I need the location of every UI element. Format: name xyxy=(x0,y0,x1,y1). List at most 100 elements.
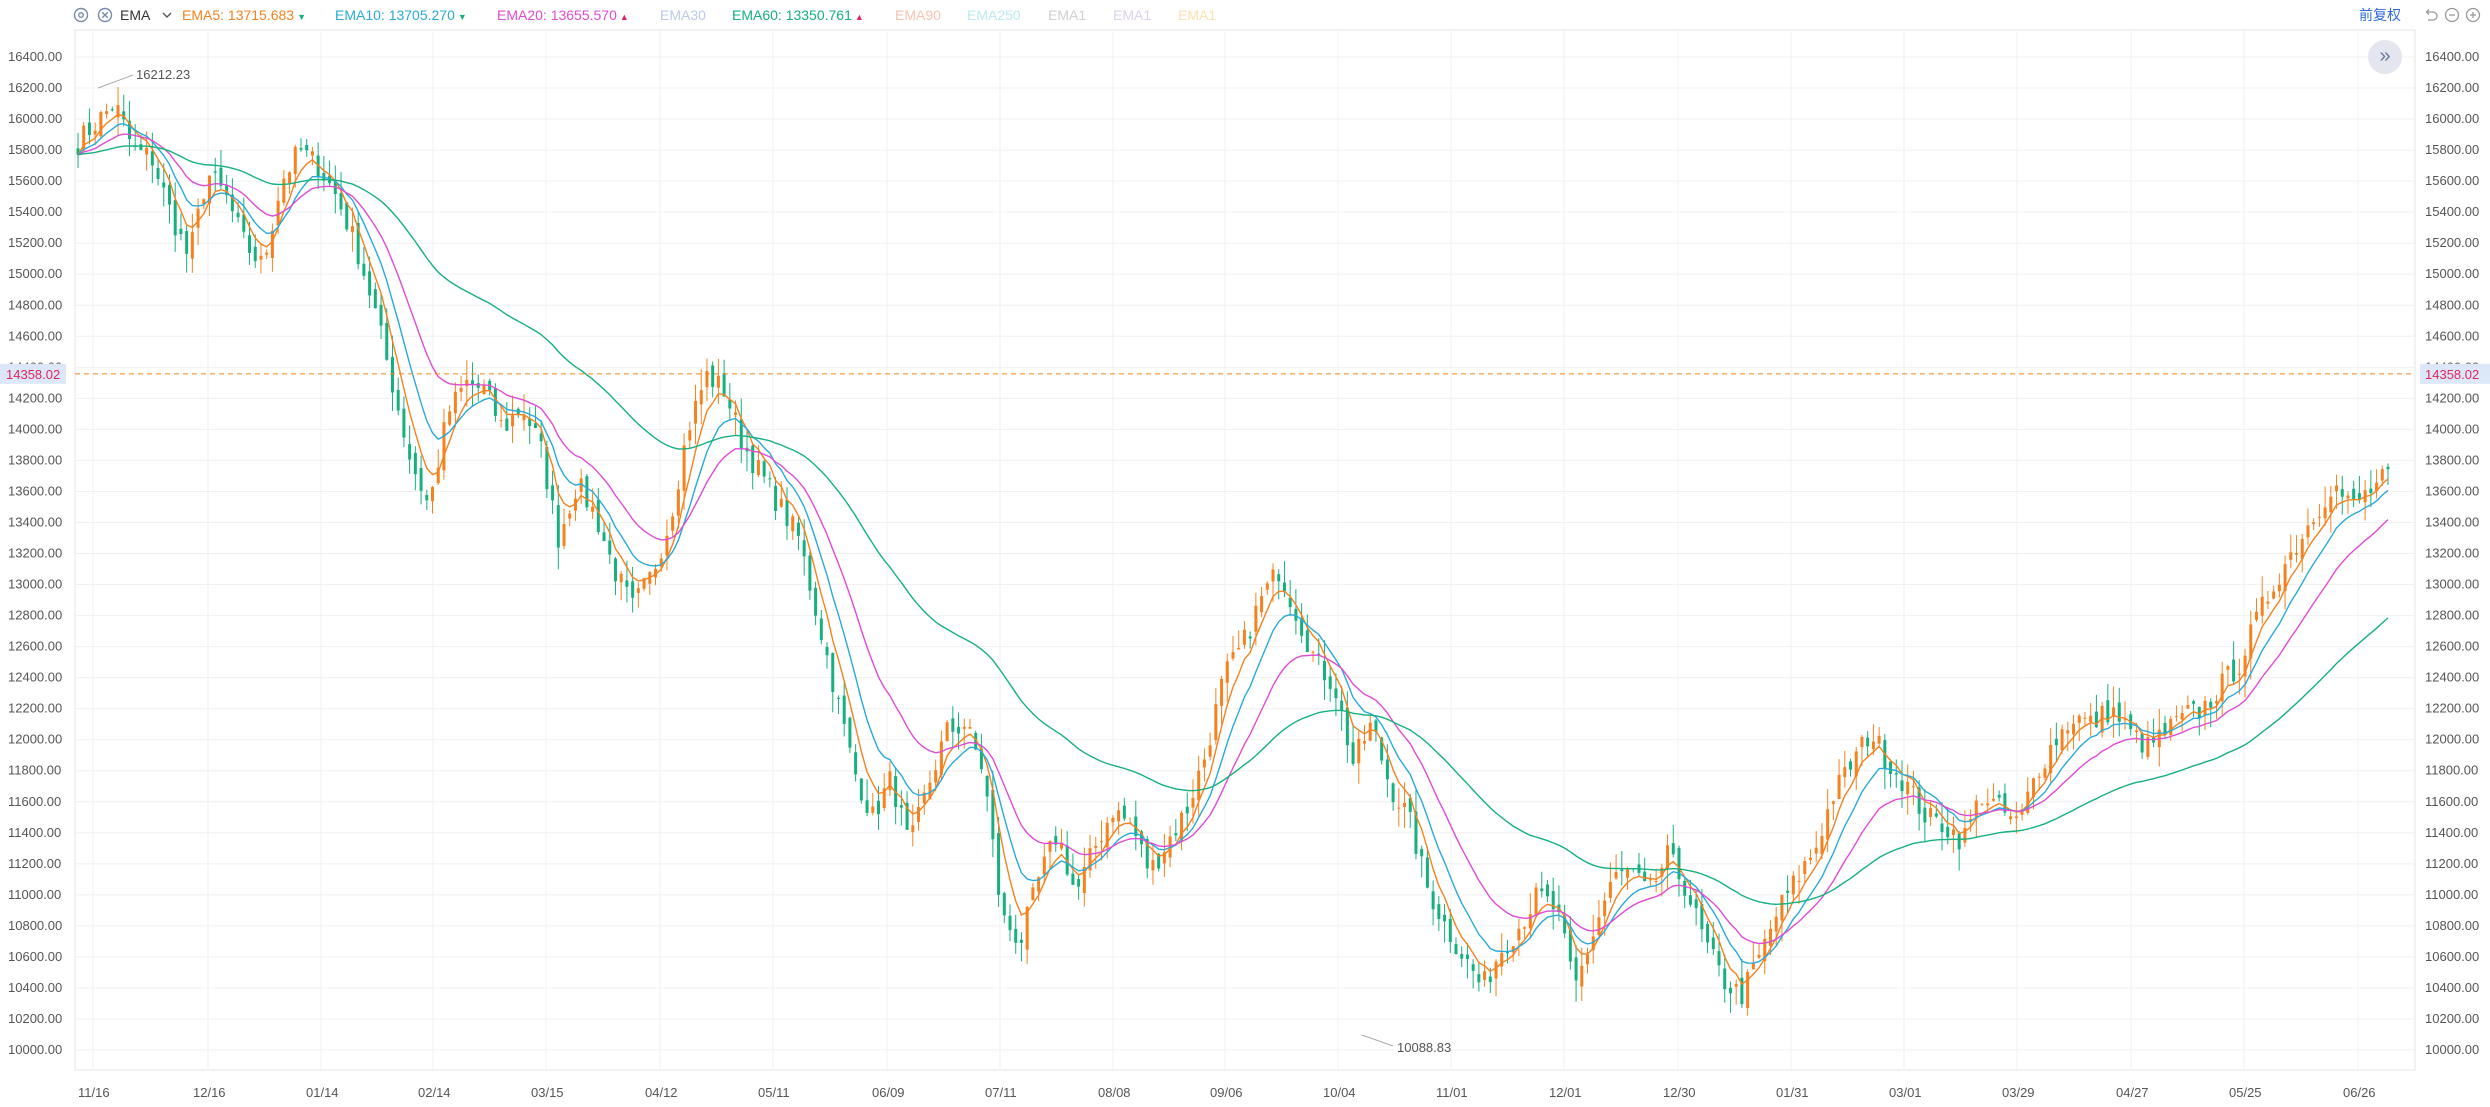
candle xyxy=(1803,856,1807,884)
settings-icon[interactable] xyxy=(72,6,90,24)
candle-body xyxy=(1854,751,1858,777)
candle-body xyxy=(1437,904,1441,920)
candle xyxy=(1002,891,1006,924)
candle-body xyxy=(1425,857,1429,888)
ema-legend-item[interactable]: EMA250 xyxy=(967,7,1021,23)
candle-body xyxy=(1111,817,1115,823)
candle-body xyxy=(711,365,715,387)
candle xyxy=(511,395,515,443)
candle-body xyxy=(93,130,97,135)
candle xyxy=(848,716,852,753)
candle-body xyxy=(1751,962,1755,970)
y-tick-label: 14800.00 xyxy=(8,297,62,312)
candle xyxy=(1465,942,1469,979)
zoom-out-icon[interactable] xyxy=(2443,6,2461,24)
candle-body xyxy=(1174,833,1178,836)
candle xyxy=(648,570,652,596)
candle-body xyxy=(596,499,600,533)
candle xyxy=(888,761,892,796)
candle-body xyxy=(482,385,486,395)
candle-body xyxy=(785,499,789,527)
candle xyxy=(2346,491,2350,514)
y-tick-label: 15800.00 xyxy=(2425,142,2479,157)
ema-legend-item[interactable]: EMA1 xyxy=(1178,7,1216,23)
candle-body xyxy=(928,782,932,800)
candle xyxy=(1586,947,1590,974)
candle xyxy=(728,382,732,421)
candle xyxy=(1580,947,1584,1001)
candle-body xyxy=(2249,624,2253,659)
candle xyxy=(345,201,349,232)
y-tick-label: 10600.00 xyxy=(8,949,62,964)
candle-body xyxy=(1900,780,1904,792)
ema-legend-item[interactable]: EMA60: 13350.761 ▲ xyxy=(732,7,864,25)
adjustment-button[interactable]: 前复权 xyxy=(2359,7,2401,23)
candle xyxy=(1614,854,1618,880)
y-tick-label: 12800.00 xyxy=(2425,608,2479,623)
candle-body xyxy=(1231,651,1235,659)
candle-body xyxy=(1923,807,1927,823)
candle-body xyxy=(2283,564,2287,592)
candle xyxy=(665,519,669,571)
candle-body xyxy=(716,375,720,388)
candle-body xyxy=(808,555,812,591)
candle xyxy=(1974,794,1978,839)
ema-legend-item[interactable]: EMA90 xyxy=(895,7,941,23)
arrow-down-icon: ▼ xyxy=(457,12,467,22)
candle xyxy=(934,759,938,791)
candle-body xyxy=(2266,601,2270,604)
candle-body xyxy=(110,109,114,111)
candle xyxy=(1854,746,1858,791)
candle xyxy=(1248,631,1252,649)
candle-body xyxy=(2066,730,2070,734)
chevron-down-icon[interactable] xyxy=(158,6,176,24)
candle xyxy=(779,480,783,508)
candle xyxy=(1260,586,1264,617)
candle-body xyxy=(556,505,560,548)
candle xyxy=(819,609,823,645)
y-tick-label: 10800.00 xyxy=(2425,918,2479,933)
ema-legend-item[interactable]: EMA30 xyxy=(660,7,706,23)
candle xyxy=(979,733,983,774)
candle-body xyxy=(2375,482,2379,491)
candle-body xyxy=(385,322,389,360)
y-tick-label: 12600.00 xyxy=(8,639,62,654)
candle xyxy=(2020,803,2024,821)
x-tick-label: 09/06 xyxy=(1210,1085,1243,1100)
candle xyxy=(162,163,166,207)
candle-body xyxy=(2306,525,2310,538)
ema-legend-value: 13705.270 xyxy=(384,7,455,23)
ema-legend-item[interactable]: EMA5: 13715.683 ▼ xyxy=(182,7,306,25)
ema-legend-item[interactable]: EMA1 xyxy=(1048,7,1086,23)
candle xyxy=(551,470,555,515)
candle-body xyxy=(236,212,240,218)
ema-legend-item[interactable]: EMA20: 13655.570 ▲ xyxy=(497,7,629,25)
candle-body xyxy=(162,182,166,188)
candle-body xyxy=(139,144,143,150)
candle xyxy=(288,171,292,194)
undo-icon[interactable] xyxy=(2422,6,2440,24)
ema-legend-label: EMA10: xyxy=(335,7,385,23)
candle xyxy=(1145,836,1149,879)
expand-panel-button[interactable]: » xyxy=(2368,40,2402,74)
candle-body xyxy=(1563,915,1567,934)
candle-body xyxy=(368,271,372,296)
ema-legend-item[interactable]: EMA10: 13705.270 ▼ xyxy=(335,7,467,25)
candle xyxy=(1019,932,1023,962)
candle xyxy=(1305,614,1309,653)
candle-body xyxy=(1946,826,1950,838)
candle-body xyxy=(1871,741,1875,750)
candle-body xyxy=(276,200,280,226)
candle-body xyxy=(2346,495,2350,499)
zoom-in-icon[interactable] xyxy=(2464,6,2482,24)
close-icon[interactable] xyxy=(96,6,114,24)
candle xyxy=(608,522,612,564)
candle-body xyxy=(1877,735,1881,744)
candle-body xyxy=(1191,797,1195,808)
candle xyxy=(339,171,343,216)
candle-body xyxy=(1734,984,1738,987)
candle-body xyxy=(1511,946,1515,953)
candle-body xyxy=(248,235,252,253)
ema-legend-item[interactable]: EMA1 xyxy=(1113,7,1151,23)
